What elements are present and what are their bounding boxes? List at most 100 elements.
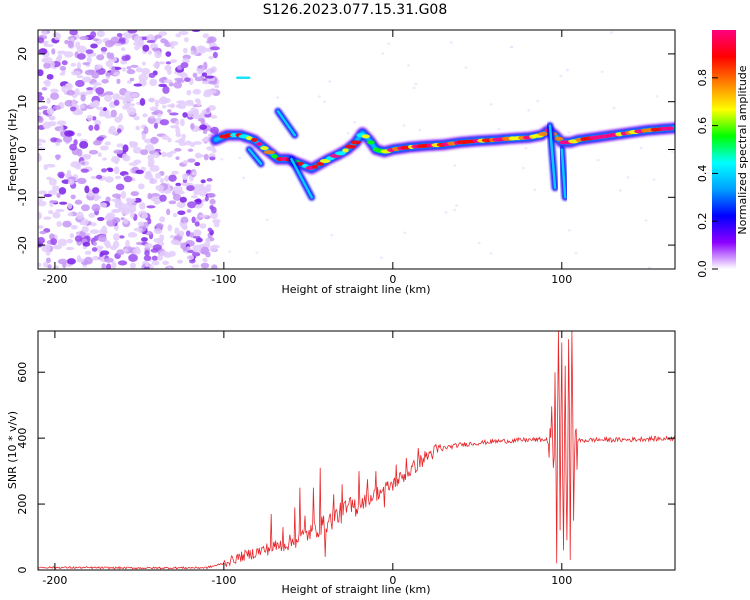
noise-blob xyxy=(81,204,90,212)
noise-blob xyxy=(38,190,48,195)
noise-blob xyxy=(75,79,85,88)
noise-blob xyxy=(158,83,168,88)
noise-blob xyxy=(126,69,136,75)
noise-blob xyxy=(67,212,74,217)
noise-blob xyxy=(91,116,97,121)
noise-blob xyxy=(185,230,191,237)
snr-panel: -200 -100 0 100 0 200 400 600 Height of straig… xyxy=(6,330,676,596)
noise-blob xyxy=(38,236,45,244)
noise-blob xyxy=(81,154,92,158)
noise-speck xyxy=(639,146,643,150)
noise-blob xyxy=(71,99,77,107)
noise-blob xyxy=(90,175,98,180)
noise-blob xyxy=(128,162,138,166)
noise-blob xyxy=(208,80,218,85)
noise-blob xyxy=(191,30,201,33)
noise-blob xyxy=(167,68,172,75)
noise-blob xyxy=(81,218,89,226)
y-tick-label: 10 xyxy=(16,95,29,109)
noise-blob xyxy=(144,144,155,152)
noise-blob xyxy=(55,154,60,161)
noise-blob xyxy=(133,227,143,232)
noise-blob xyxy=(104,141,111,146)
noise-blob xyxy=(94,124,100,131)
noise-blob xyxy=(162,260,170,265)
noise-blob xyxy=(158,61,166,65)
noise-blob xyxy=(206,146,216,151)
noise-speck xyxy=(228,250,232,253)
noise-blob xyxy=(56,192,61,198)
y-tick-label: -20 xyxy=(16,236,29,254)
noise-blob xyxy=(53,32,61,41)
noise-blob xyxy=(70,62,77,67)
noise-blob xyxy=(39,230,47,235)
noise-blob xyxy=(96,30,105,38)
noise-blob xyxy=(61,60,68,66)
noise-blob xyxy=(118,235,125,239)
noise-blob xyxy=(38,262,42,268)
noise-blob xyxy=(175,126,181,135)
noise-blob xyxy=(129,262,137,269)
noise-blob xyxy=(59,72,66,76)
noise-blob xyxy=(159,194,167,202)
y-tick-label: 600 xyxy=(16,362,29,383)
noise-blob xyxy=(187,158,196,163)
noise-blob xyxy=(168,200,177,205)
noise-blob xyxy=(195,237,203,243)
noise-speck xyxy=(328,80,332,83)
snr-plot-area xyxy=(38,331,675,570)
noise-blob xyxy=(201,72,208,77)
noise-blob xyxy=(52,265,59,269)
noise-blob xyxy=(80,168,89,173)
noise-blob xyxy=(76,211,84,220)
noise-blob xyxy=(75,41,81,50)
noise-blob xyxy=(191,252,201,257)
noise-blob xyxy=(76,132,82,137)
noise-blob xyxy=(100,46,108,52)
noise-blob xyxy=(200,262,210,269)
noise-blob xyxy=(97,152,102,158)
noise-blob xyxy=(79,35,89,41)
noise-blob xyxy=(116,249,125,256)
colorbar-gradient xyxy=(712,30,736,269)
noise-blob xyxy=(64,99,74,107)
noise-blob xyxy=(174,120,180,126)
noise-blob xyxy=(172,193,182,201)
noise-blob xyxy=(153,228,163,235)
noise-blob xyxy=(117,260,128,266)
noise-blob xyxy=(130,64,139,68)
noise-blob xyxy=(130,191,139,197)
x-tick-label: 0 xyxy=(389,574,396,587)
noise-blob xyxy=(69,143,77,151)
noise-blob xyxy=(88,149,99,155)
noise-blob xyxy=(127,232,138,238)
noise-speck xyxy=(330,233,334,237)
noise-blob xyxy=(78,91,88,97)
noise-blob xyxy=(126,103,136,107)
noise-blob xyxy=(179,118,185,127)
noise-blob xyxy=(186,89,192,96)
noise-blob xyxy=(118,37,126,42)
noise-blob xyxy=(147,192,153,200)
noise-blob xyxy=(89,229,100,234)
noise-speck xyxy=(346,132,350,135)
noise-blob xyxy=(38,138,44,143)
noise-blob xyxy=(202,257,208,263)
noise-blob xyxy=(70,106,77,112)
spectrogram-y-axis: -20 -10 0 10 20 xyxy=(16,47,675,254)
noise-blob xyxy=(91,203,101,212)
noise-blob xyxy=(185,101,194,107)
noise-blob xyxy=(38,200,47,207)
noise-blob xyxy=(159,216,166,223)
noise-blob xyxy=(86,114,93,122)
noise-blob xyxy=(81,226,89,233)
noise-blob xyxy=(204,240,211,248)
spectrogram-x-axis: -200 -100 0 100 xyxy=(42,30,572,286)
noise-blob xyxy=(105,242,112,249)
noise-blob xyxy=(140,81,147,86)
noise-blob xyxy=(135,169,144,174)
noise-blob xyxy=(165,61,172,65)
noise-blob xyxy=(79,104,85,109)
noise-blob xyxy=(137,221,145,227)
ridge-peak xyxy=(361,134,370,139)
